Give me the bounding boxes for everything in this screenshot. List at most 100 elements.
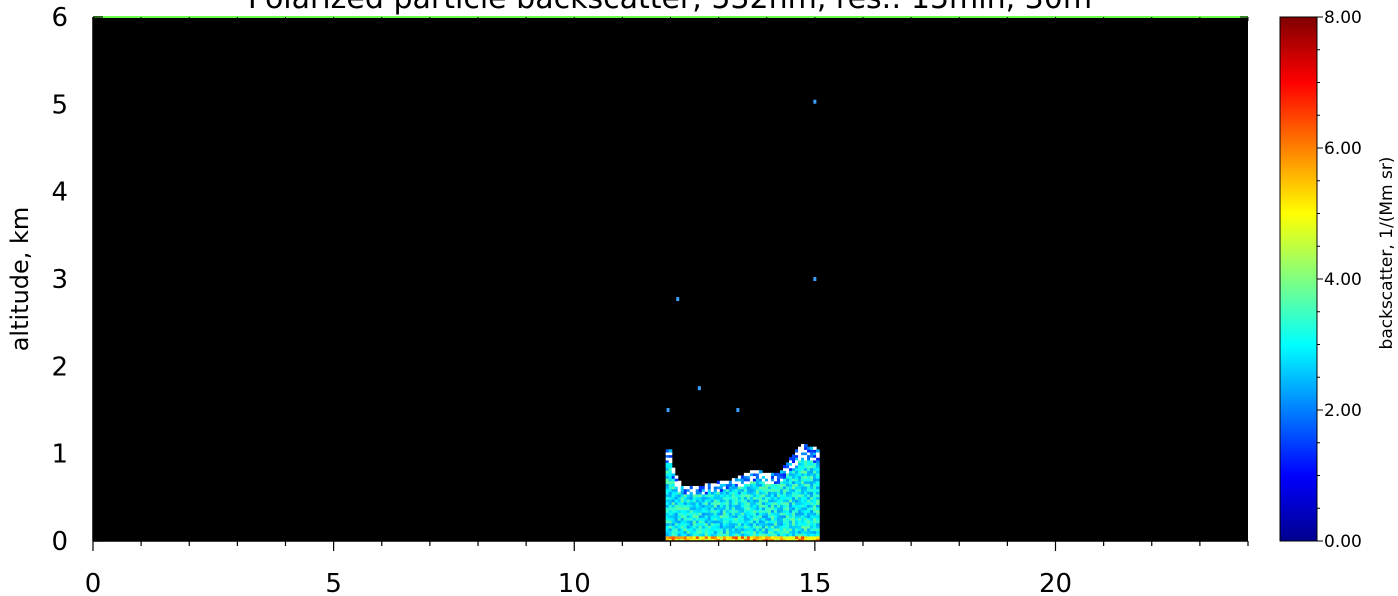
heatmap-cell xyxy=(725,517,730,521)
heatmap-cell xyxy=(792,480,796,484)
heatmap-cell xyxy=(668,527,673,532)
heatmap-cell xyxy=(680,514,685,519)
heatmap-cell xyxy=(674,535,679,539)
heatmap-cell xyxy=(746,485,751,490)
heatmap-cell xyxy=(789,520,793,524)
heatmap-cell xyxy=(686,512,691,516)
heatmap-cell xyxy=(792,488,796,492)
heatmap-cell xyxy=(665,454,670,458)
heatmap-cell xyxy=(813,446,817,450)
heatmap-cell xyxy=(671,504,676,508)
heatmap-cell xyxy=(722,501,727,505)
heatmap-cell xyxy=(779,506,784,511)
heatmap-cell xyxy=(695,506,700,511)
heatmap-cell xyxy=(749,514,754,519)
heatmap-cell xyxy=(689,517,694,521)
heatmap-cell xyxy=(701,538,706,541)
heatmap-cell xyxy=(816,493,820,498)
x-tick-label: 5 xyxy=(325,569,342,596)
heatmap-cell xyxy=(701,522,706,526)
heatmap-cell xyxy=(695,514,700,519)
heatmap-cell xyxy=(713,485,718,490)
heatmap-cell xyxy=(725,535,730,539)
heatmap-cell xyxy=(734,527,739,532)
heatmap-cell xyxy=(789,493,793,498)
isolated-point xyxy=(676,297,680,302)
heatmap-cell xyxy=(779,525,784,529)
heatmap-cell xyxy=(722,517,727,521)
heatmap-cell xyxy=(692,491,697,495)
heatmap-cell xyxy=(798,538,802,541)
heatmap-cell xyxy=(807,483,811,487)
heatmap-cell xyxy=(813,520,817,524)
heatmap-cell xyxy=(740,538,745,541)
heatmap-cell xyxy=(795,527,799,532)
heatmap-cell xyxy=(671,527,676,532)
heatmap-cell xyxy=(710,535,715,539)
heatmap-cell xyxy=(716,509,721,513)
heatmap-cell xyxy=(807,472,811,477)
heatmap-cell xyxy=(674,493,679,498)
heatmap-cell xyxy=(701,485,706,490)
heatmap-cell xyxy=(764,483,769,487)
heatmap-cell xyxy=(755,512,760,516)
heatmap-cell xyxy=(746,480,751,484)
heatmap-cell xyxy=(758,496,763,500)
heatmap-cell xyxy=(810,483,814,487)
heatmap-cell xyxy=(798,485,802,490)
heatmap-cell xyxy=(713,527,718,532)
heatmap-cell xyxy=(792,501,796,505)
heatmap-cell xyxy=(755,491,760,495)
heatmap-cell xyxy=(740,488,745,492)
heatmap-cell xyxy=(665,483,670,487)
heatmap-cell xyxy=(731,506,736,511)
heatmap-cell xyxy=(770,506,775,511)
heatmap-cell xyxy=(668,533,673,537)
heatmap-cell xyxy=(789,478,793,482)
heatmap-cell xyxy=(804,475,808,479)
heatmap-cell xyxy=(671,493,676,498)
heatmap-cell xyxy=(734,520,739,524)
heatmap-cell xyxy=(804,509,808,513)
heatmap-cell xyxy=(752,496,757,500)
heatmap-cell xyxy=(722,533,727,537)
heatmap-cell xyxy=(801,509,805,513)
heatmap-cell xyxy=(801,522,805,526)
heatmap-cell xyxy=(804,535,808,539)
heatmap-cell xyxy=(767,533,772,537)
heatmap-cell xyxy=(695,485,700,490)
heatmap-cell xyxy=(740,491,745,495)
heatmap-cell xyxy=(707,496,712,500)
heatmap-cell xyxy=(807,535,811,539)
heatmap-cell xyxy=(674,491,679,495)
heatmap-cell xyxy=(810,491,814,495)
heatmap-cell xyxy=(665,538,670,541)
heatmap-cell xyxy=(761,533,766,537)
heatmap-cell xyxy=(671,480,676,484)
heatmap-cell xyxy=(737,478,742,482)
heatmap-cell xyxy=(671,506,676,511)
heatmap-cell xyxy=(816,535,820,539)
heatmap-cell xyxy=(782,496,787,500)
heatmap-cell xyxy=(801,446,805,450)
heatmap-cell xyxy=(795,478,799,482)
heatmap-cell xyxy=(755,514,760,519)
heatmap-cell xyxy=(692,514,697,519)
heatmap-cell xyxy=(692,527,697,532)
heatmap-cell xyxy=(689,520,694,524)
heatmap-cell xyxy=(782,522,787,526)
heatmap-cell xyxy=(758,533,763,537)
heatmap-cell xyxy=(737,520,742,524)
heatmap-cell xyxy=(810,527,814,532)
heatmap-cell xyxy=(695,517,700,521)
heatmap-cell xyxy=(749,499,754,503)
heatmap-cell xyxy=(776,496,781,500)
heatmap-cell xyxy=(755,488,760,492)
heatmap-cell xyxy=(743,483,748,487)
heatmap-cell xyxy=(770,493,775,498)
heatmap-cell xyxy=(689,525,694,529)
heatmap-cell xyxy=(786,485,790,490)
heatmap-cell xyxy=(810,465,814,469)
heatmap-cell xyxy=(704,493,709,498)
heatmap-cell xyxy=(683,499,688,503)
